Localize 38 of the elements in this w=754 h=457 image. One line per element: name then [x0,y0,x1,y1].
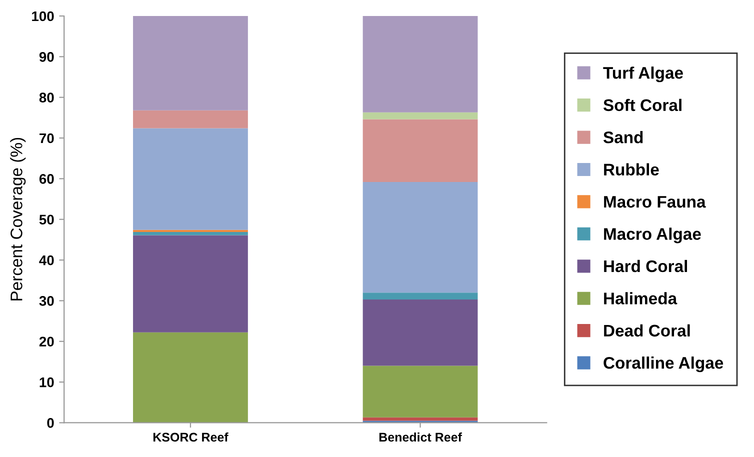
y-tick-label: 100 [32,11,54,22]
y-axis-title: Percent Coverage (%) [10,138,26,300]
y-tick-label: 50 [39,214,54,225]
bar [133,16,248,110]
bar [133,128,248,230]
x-tick-label: Benedict Reef [379,432,462,442]
bar [362,299,478,366]
bar [362,182,478,293]
y-tick-label: 90 [39,52,54,62]
legend-label: Turf Algae [603,66,683,82]
x-tick-label: KSORC Reef [153,432,228,442]
bar [133,232,248,236]
bar [133,110,248,128]
legend-label: Hard Coral [604,260,687,272]
legend-label: Dead Coral [604,324,690,337]
legend-label: Rubble [604,163,659,176]
bar [133,235,248,332]
bar [362,112,478,120]
bar [362,119,478,182]
y-tick-label: 30 [39,296,54,306]
legend-label: Sand [603,131,643,144]
y-tick-label: 0 [47,418,54,428]
bar [133,332,248,423]
legend-label: Macro Fauna [604,196,706,208]
bar [362,292,478,300]
y-tick-label: 60 [39,174,54,184]
bar [362,417,478,421]
bar [362,16,478,112]
legend-label: Soft Coral [603,98,682,112]
y-tick-label: 70 [40,133,54,144]
legend-label: Macro Algae [604,228,701,244]
y-tick-label: 80 [39,92,54,103]
legend-label: Halimeda [604,292,678,304]
y-tick-label: 10 [40,377,54,388]
y-tick-label: 40 [39,255,54,266]
bar [362,366,478,418]
legend-label: Coralline Algae [604,356,724,372]
y-tick-label: 20 [39,336,54,347]
